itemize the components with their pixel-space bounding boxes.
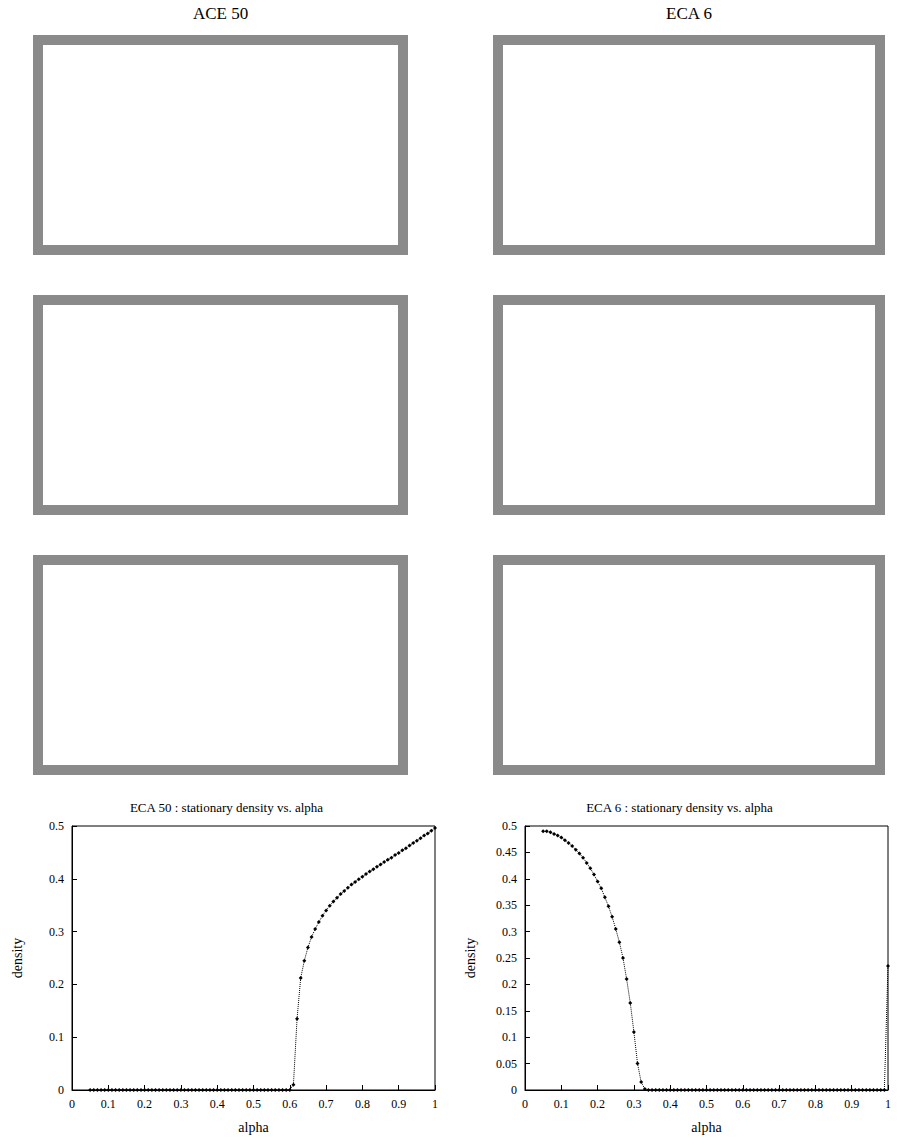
svg-text:0.7: 0.7 xyxy=(319,1097,334,1111)
svg-text:0.9: 0.9 xyxy=(844,1097,859,1111)
svg-text:0.1: 0.1 xyxy=(49,1030,64,1044)
svg-text:0.3: 0.3 xyxy=(626,1097,641,1111)
svg-text:0.1: 0.1 xyxy=(554,1097,569,1111)
svg-text:0.7: 0.7 xyxy=(772,1097,787,1111)
svg-text:0: 0 xyxy=(522,1097,528,1111)
svg-text:0.3: 0.3 xyxy=(173,1097,188,1111)
svg-text:0.8: 0.8 xyxy=(808,1097,823,1111)
svg-text:0.9: 0.9 xyxy=(391,1097,406,1111)
svg-text:ECA 6 : stationary density vs.: ECA 6 : stationary density vs. alpha xyxy=(586,800,773,815)
svg-text:1: 1 xyxy=(432,1097,438,1111)
svg-text:density: density xyxy=(463,938,478,978)
svg-text:0.3: 0.3 xyxy=(502,925,517,939)
svg-text:0.3: 0.3 xyxy=(49,925,64,939)
svg-text:0.1: 0.1 xyxy=(502,1030,517,1044)
svg-text:0: 0 xyxy=(511,1083,517,1097)
svg-text:density: density xyxy=(10,938,25,978)
svg-text:0.6: 0.6 xyxy=(282,1097,297,1111)
svg-text:0.4: 0.4 xyxy=(663,1097,678,1111)
svg-text:0.5: 0.5 xyxy=(246,1097,261,1111)
svg-text:0.15: 0.15 xyxy=(496,1004,517,1018)
svg-text:0.2: 0.2 xyxy=(502,977,517,991)
svg-text:0.05: 0.05 xyxy=(496,1057,517,1071)
html-text:ACE 50: ACE 50 xyxy=(192,4,249,23)
svg-text:0.1: 0.1 xyxy=(101,1097,116,1111)
svg-text:0.5: 0.5 xyxy=(699,1097,714,1111)
svg-text:0.8: 0.8 xyxy=(355,1097,370,1111)
svg-text:0.5: 0.5 xyxy=(502,819,517,833)
html-text:ECA 6: ECA 6 xyxy=(666,4,712,23)
svg-text:0.25: 0.25 xyxy=(496,951,517,965)
svg-text:0.5: 0.5 xyxy=(49,819,64,833)
svg-text:0.4: 0.4 xyxy=(49,872,64,886)
svg-text:alpha: alpha xyxy=(238,1120,269,1135)
svg-text:0.35: 0.35 xyxy=(496,898,517,912)
svg-text:0.2: 0.2 xyxy=(137,1097,152,1111)
svg-text:0: 0 xyxy=(58,1083,64,1097)
svg-text:0.4: 0.4 xyxy=(502,872,517,886)
svg-text:1: 1 xyxy=(885,1097,891,1111)
svg-text:alpha: alpha xyxy=(691,1120,722,1135)
svg-text:0.2: 0.2 xyxy=(590,1097,605,1111)
svg-text:0: 0 xyxy=(69,1097,75,1111)
svg-text:0.45: 0.45 xyxy=(496,845,517,859)
svg-text:ECA 50 : stationary density vs: ECA 50 : stationary density vs. alpha xyxy=(130,800,323,815)
svg-text:0.2: 0.2 xyxy=(49,977,64,991)
svg-text:0.6: 0.6 xyxy=(735,1097,750,1111)
svg-text:0.4: 0.4 xyxy=(210,1097,225,1111)
